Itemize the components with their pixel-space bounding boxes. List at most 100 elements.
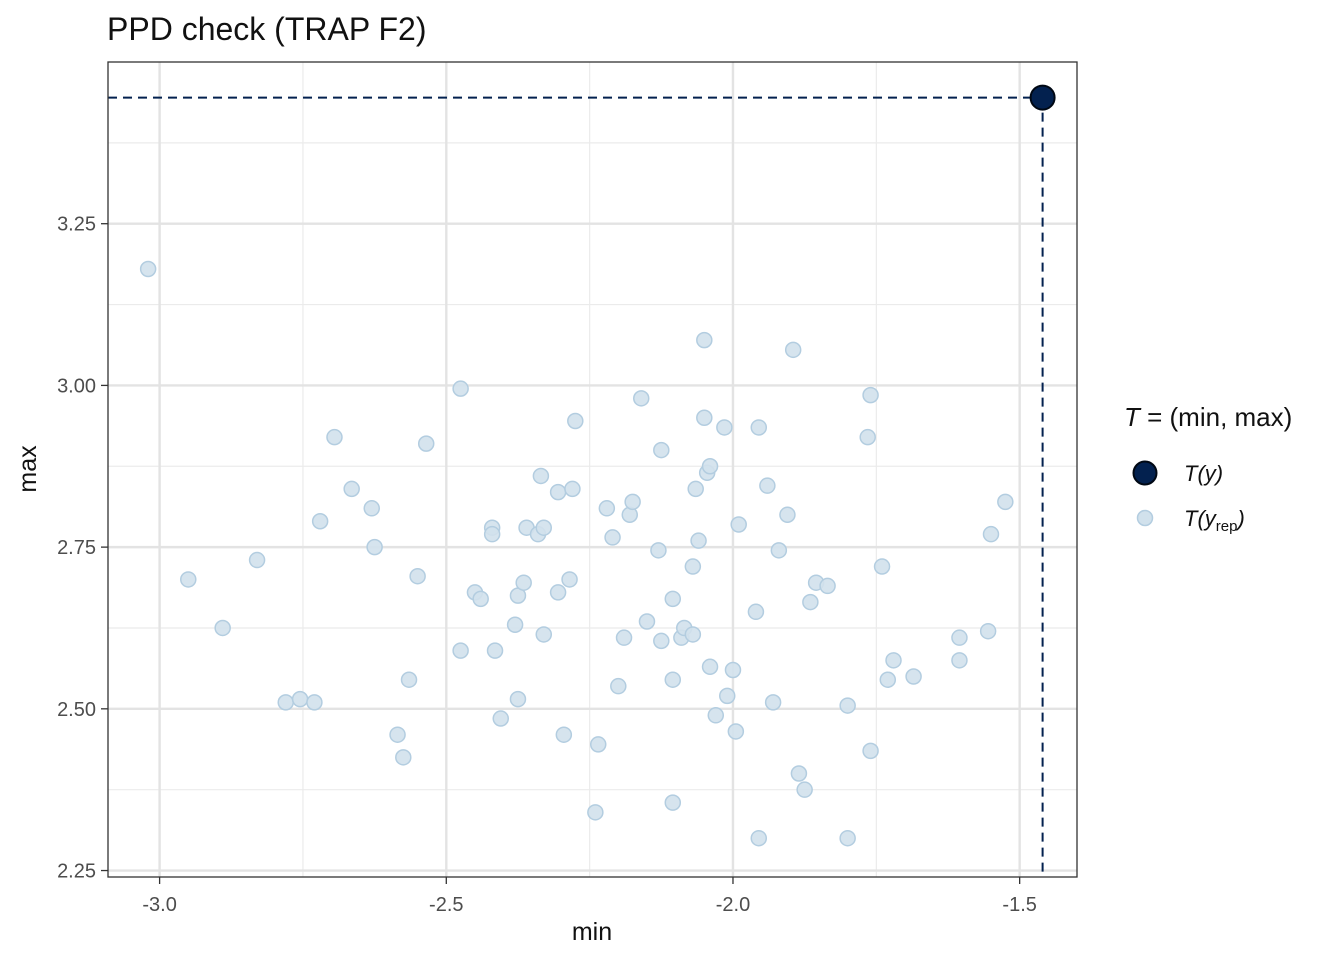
replicated-point <box>802 593 819 611</box>
replicated-point <box>796 781 813 798</box>
observed-point <box>1029 84 1056 111</box>
replicated-point <box>653 441 670 459</box>
replicated-point <box>664 671 682 688</box>
replicated-point <box>535 626 553 643</box>
grid-minor <box>108 62 1077 877</box>
replicated-point <box>326 428 343 446</box>
reference-lines <box>108 96 1044 877</box>
replicated-point <box>483 525 501 543</box>
y-axis-title: max <box>14 445 42 493</box>
replicated-point <box>604 529 621 546</box>
replicated-point <box>696 331 713 349</box>
x-tick-label: -3.0 <box>142 894 176 916</box>
legend-title-rest: = (min, max) <box>1140 402 1292 432</box>
y-tick-label: 3.00 <box>57 375 96 397</box>
x-axis-title: min <box>572 918 612 946</box>
x-tick-label: -2.0 <box>716 894 750 916</box>
replicated-point <box>311 512 329 530</box>
replicated-point <box>696 409 713 427</box>
replicated-point <box>248 551 266 569</box>
y-tick-label: 2.25 <box>57 861 96 883</box>
replicated-point <box>509 690 527 708</box>
replicated-point <box>764 694 782 711</box>
replicated-point <box>366 538 383 556</box>
replicated-point <box>819 577 836 595</box>
replicated-point <box>750 419 768 436</box>
legend-label-replicated-main: T(y <box>1184 506 1218 531</box>
legend-title-T: T <box>1124 402 1142 432</box>
replicated-point <box>452 380 469 397</box>
chart-title: PPD check (TRAP F2) <box>107 11 426 47</box>
replicated-point <box>701 458 719 475</box>
replicated-point <box>589 736 607 753</box>
replicated-point <box>862 386 879 404</box>
y-tick-label: 3.25 <box>57 214 96 236</box>
replicated-point <box>532 467 550 485</box>
y-axis-ticks: 2.25 2.50 2.75 3.00 3.25 <box>57 214 108 883</box>
replicated-point <box>779 506 796 524</box>
replicated-point <box>982 525 1000 543</box>
x-tick-label: -2.5 <box>429 894 463 916</box>
replicated-point <box>724 661 742 679</box>
y-tick-label: 2.50 <box>57 699 96 721</box>
replicated-point <box>452 642 469 659</box>
replicated-point <box>664 794 682 811</box>
legend: T = (min, max) T(y) T(yrep) <box>1124 402 1292 535</box>
replicated-point <box>363 500 381 517</box>
replicated-point <box>951 652 968 669</box>
replicated-point <box>409 567 426 585</box>
replicated-point <box>564 480 581 498</box>
replicated-point <box>610 677 627 695</box>
replicated-point <box>653 632 670 650</box>
replicated-point <box>486 642 504 659</box>
replicated-point <box>716 419 733 436</box>
replicated-point <box>687 480 704 498</box>
replicated-point <box>684 558 702 575</box>
replicated-point <box>839 697 856 714</box>
replicated-point <box>885 652 902 669</box>
replicated-point <box>587 804 604 821</box>
replicated-point <box>549 584 567 601</box>
replicated-point <box>730 516 747 533</box>
replicated-point <box>400 671 418 688</box>
replicated-point <box>615 629 633 646</box>
replicated-point <box>859 428 876 446</box>
replicated-point <box>549 483 567 501</box>
replicated-point <box>650 542 667 559</box>
replicated-point <box>790 765 808 782</box>
replicated-point <box>492 710 510 727</box>
replicated-point <box>555 726 573 743</box>
replicated-point <box>395 749 412 766</box>
legend-title: T = (min, max) <box>1124 402 1292 432</box>
x-axis-ticks: -3.0 -2.5 -2.0 -1.5 <box>142 877 1037 916</box>
legend-key-replicated <box>1136 509 1154 527</box>
replicated-point <box>214 619 231 637</box>
grid-major <box>108 62 1077 877</box>
replicated-point <box>879 671 897 688</box>
replicated-point <box>747 603 765 621</box>
replicated-point <box>873 558 891 575</box>
legend-key-observed <box>1132 460 1158 486</box>
replicated-point <box>759 477 776 494</box>
replicated-point <box>417 435 435 452</box>
plot-panel <box>108 62 1077 877</box>
replicated-point <box>664 590 682 608</box>
replicated-point <box>343 480 360 498</box>
replicated-point <box>684 626 702 643</box>
y-tick-label: 2.75 <box>57 537 96 559</box>
replicated-point <box>997 493 1014 511</box>
replicated-point <box>567 412 584 430</box>
replicated-point <box>784 341 802 359</box>
replicated-point <box>561 571 578 588</box>
replicated-point <box>515 574 532 591</box>
replicated-point <box>535 519 553 536</box>
replicated-point <box>951 629 968 646</box>
replicated-point <box>690 532 707 549</box>
replicated-point <box>180 571 197 588</box>
replicated-point <box>277 694 294 711</box>
replicated-point <box>472 590 489 608</box>
replicated-point <box>306 694 323 711</box>
replicated-point <box>506 616 524 633</box>
